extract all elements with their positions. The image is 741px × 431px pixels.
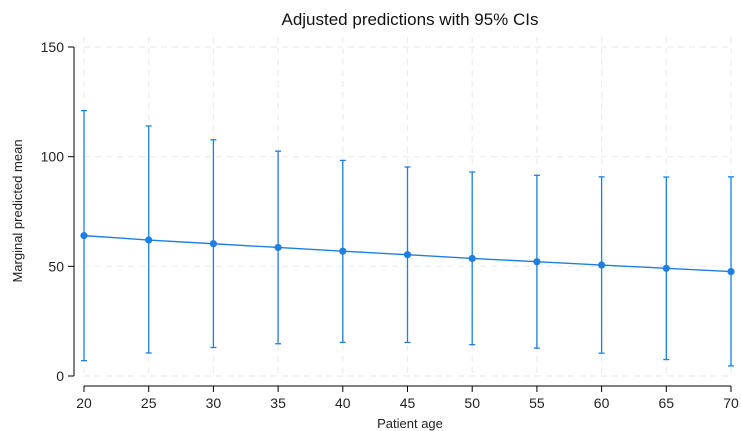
- data-point: [662, 264, 670, 272]
- data-point: [80, 232, 88, 240]
- y-tick-label: 0: [56, 368, 64, 384]
- x-tick-label: 60: [594, 395, 610, 411]
- x-tick-label: 45: [400, 395, 416, 411]
- x-tick-label: 25: [141, 395, 157, 411]
- chart-title: Adjusted predictions with 95% CIs: [281, 10, 538, 29]
- y-tick-label: 50: [48, 258, 64, 274]
- x-tick-label: 30: [206, 395, 222, 411]
- axes-layer: 0 50 100 150 20 25 30 35 40 45 50 55 60 65 70: [41, 39, 739, 411]
- x-tick-label: 70: [723, 395, 739, 411]
- x-tick-label: 55: [529, 395, 545, 411]
- x-tick-label: 40: [335, 395, 351, 411]
- data-point: [727, 267, 735, 276]
- y-tick-label: 150: [41, 39, 65, 55]
- data-point: [274, 243, 282, 252]
- data-point: [209, 240, 217, 248]
- x-tick-label: 50: [464, 395, 480, 411]
- y-axis-title: Marginal predicted mean: [10, 139, 25, 282]
- x-tick-label: 35: [270, 395, 286, 411]
- y-tick-label: 100: [41, 149, 65, 165]
- data-point: [533, 258, 541, 266]
- x-tick-label: 65: [659, 395, 675, 411]
- data-point: [339, 247, 347, 255]
- x-tick-label: 20: [76, 395, 92, 411]
- data-point: [403, 251, 412, 259]
- data-layer: [80, 109, 735, 367]
- data-point: [145, 236, 153, 244]
- data-point: [468, 254, 476, 263]
- data-point: [598, 261, 606, 269]
- x-axis-title: Patient age: [377, 416, 443, 431]
